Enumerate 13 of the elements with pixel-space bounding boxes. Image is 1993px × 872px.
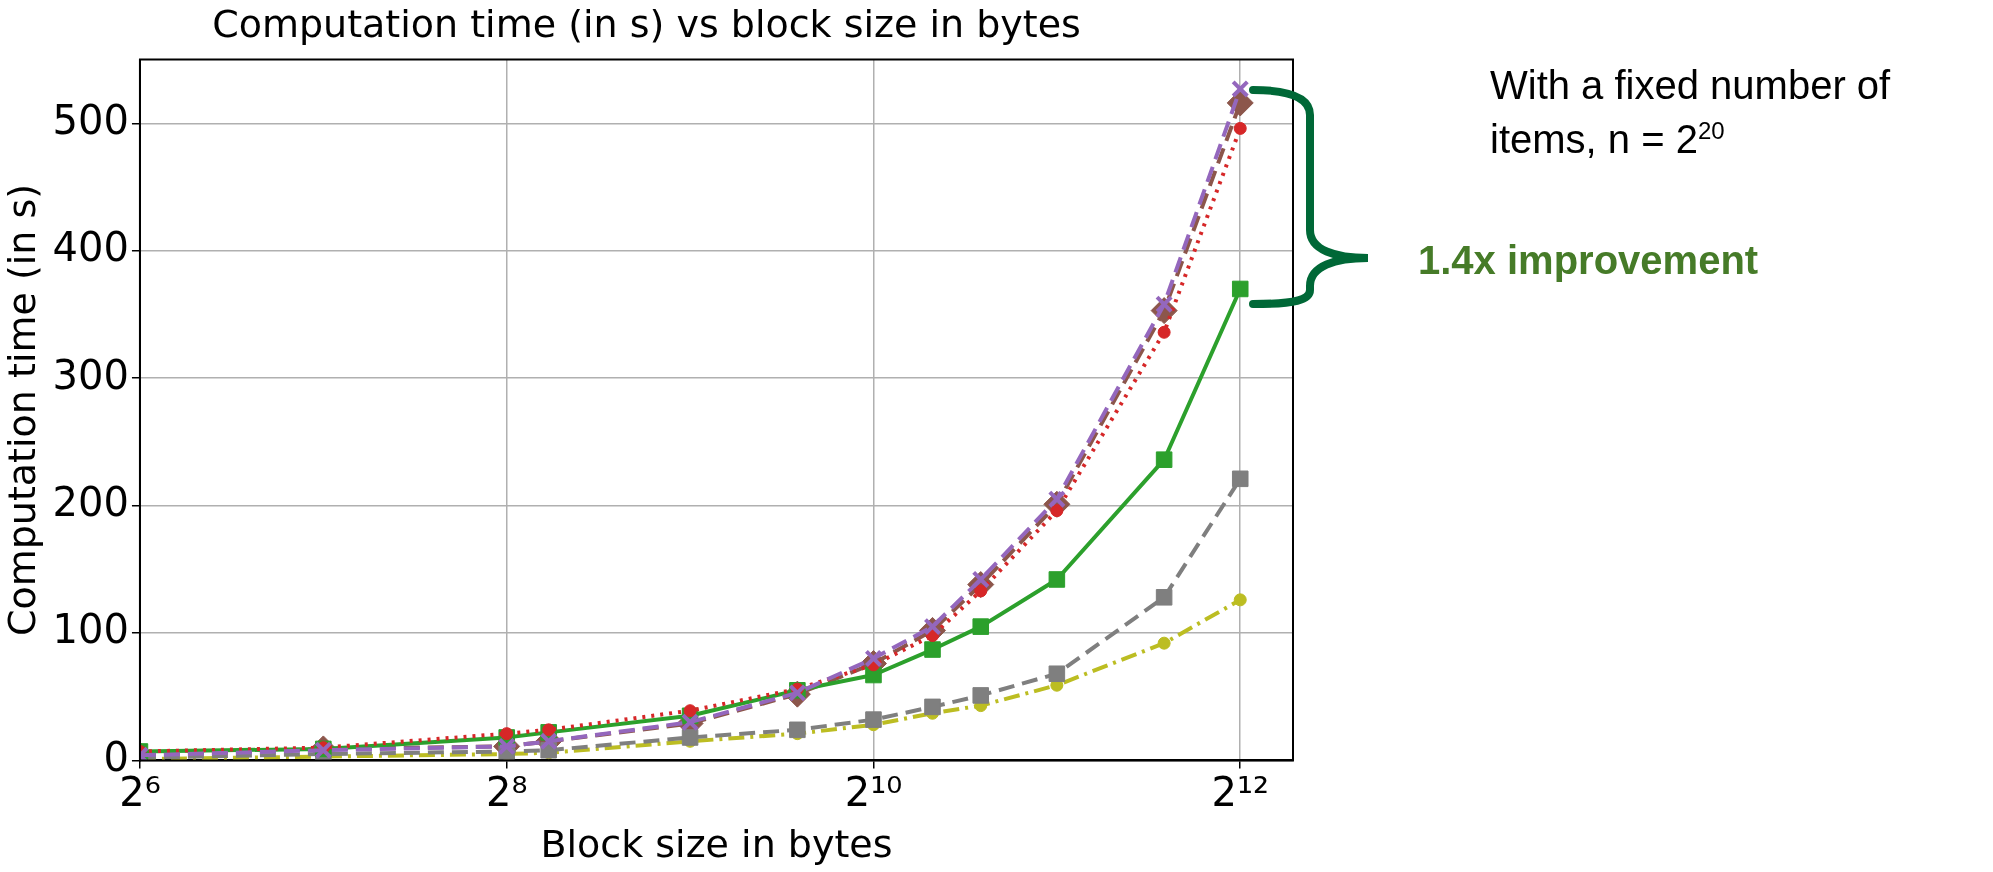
y-tick-label: 100: [52, 606, 129, 653]
text: 1.4x improvement: [1418, 238, 1759, 283]
y-tick-label: 300: [52, 351, 129, 398]
y-axis-title: Computation time (in s): [0, 183, 44, 637]
x-tick-label: 2¹²: [1211, 768, 1269, 815]
y-tick-label: 500: [52, 96, 129, 143]
y-tick-label: 400: [52, 224, 129, 271]
y-tick-label: 200: [52, 478, 129, 525]
chart-title: Computation time (in s) vs block size in bytes: [212, 1, 1081, 46]
x-tick-label: 2¹⁰: [844, 768, 903, 815]
x-axis-title: Block size in bytes: [540, 822, 893, 867]
x-tick-label: 2⁸: [485, 768, 528, 815]
text: With a fixed number of items, n = 2$^{20}$: [1490, 62, 1892, 163]
